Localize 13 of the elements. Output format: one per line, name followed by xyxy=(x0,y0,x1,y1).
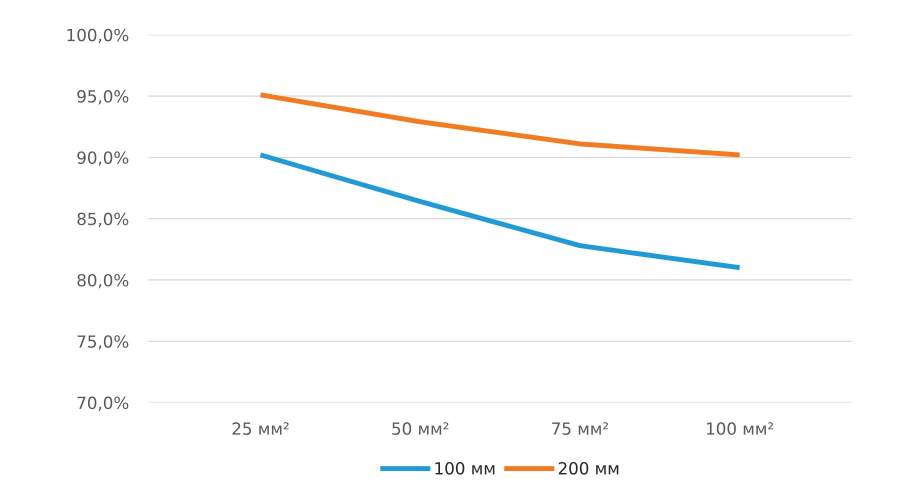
x-tick-label: 100 мм² xyxy=(707,422,774,435)
x-tick-label: 25 мм² xyxy=(232,422,289,435)
y-tick-label: 90,0% xyxy=(77,151,128,166)
y-tick-label: 95,0% xyxy=(77,90,128,104)
x-tick-label: 50 мм² xyxy=(392,422,448,435)
y-tick-label: 80,0% xyxy=(77,274,128,288)
legend-label: 100 мм xyxy=(435,462,494,475)
y-tick-label: 75,0% xyxy=(78,335,128,350)
legend-label: 200 мм xyxy=(558,462,618,475)
x-tick-label: 75 мм² xyxy=(552,422,608,435)
y-tick-label: 70,0% xyxy=(78,396,128,411)
y-tick-label: 100,0% xyxy=(68,28,128,44)
y-tick-label: 85,0% xyxy=(77,212,128,227)
